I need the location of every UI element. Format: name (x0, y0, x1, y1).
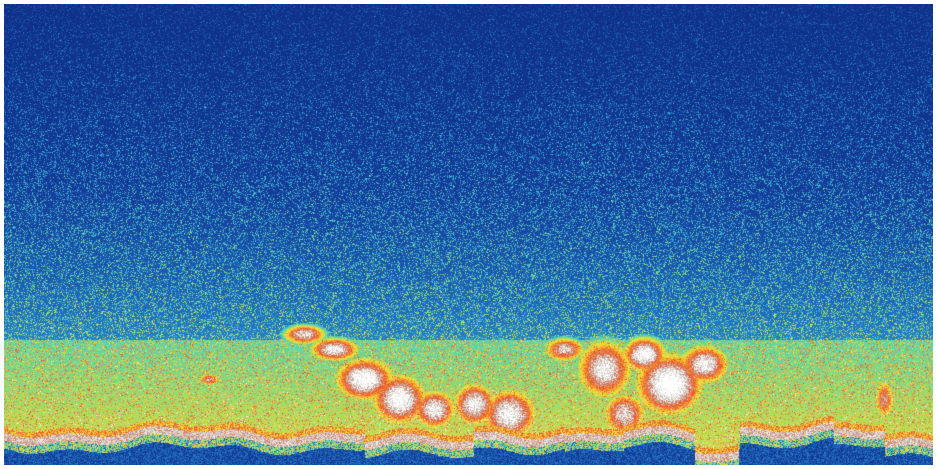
echogram-plot (4, 4, 933, 465)
echogram-canvas (4, 4, 933, 465)
